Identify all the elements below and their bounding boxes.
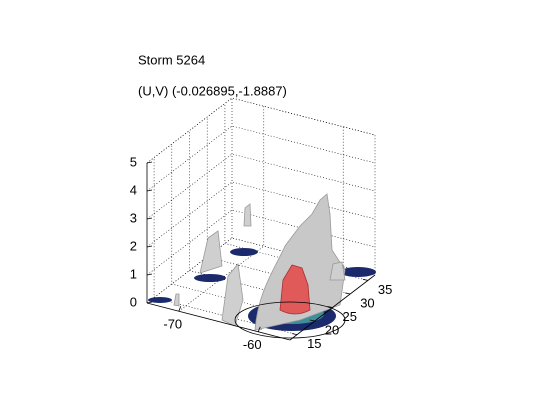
z-tick: [146, 189, 153, 192]
isosurface-gray: [199, 230, 223, 274]
x-tick-label: -70: [163, 317, 182, 332]
grid-line: [224, 103, 368, 281]
storm-ring: [234, 301, 346, 339]
grid-line: [146, 153, 376, 220]
z-tick-label: 0: [130, 294, 137, 309]
x-tick: [257, 326, 261, 332]
grid-line: [171, 144, 315, 322]
y-axis: [289, 274, 376, 341]
grid-line: [146, 181, 376, 248]
y-tick-label: 30: [360, 295, 374, 310]
chart-title: Storm 5264: [138, 52, 205, 67]
x-axis: [146, 302, 291, 341]
floor-patch: [194, 274, 226, 282]
y-tick: [345, 292, 351, 295]
chart-subtitle: (U,V) (-0.026895,-1.8887): [138, 83, 287, 98]
z-tick: [146, 217, 153, 220]
grid-line: [146, 97, 376, 164]
y-tick-label: 35: [378, 282, 392, 297]
z-tick-label: 5: [130, 154, 137, 169]
isosurfaces: [148, 193, 376, 339]
grid-line: [189, 130, 333, 308]
z-tick-label: 3: [130, 210, 137, 225]
isosurface-gray: [221, 263, 244, 327]
y-tick-label: 25: [343, 309, 357, 324]
floor-patch: [340, 267, 376, 277]
wall-edge: [146, 97, 376, 275]
isosurface-gray: [329, 261, 346, 281]
z-tick: [146, 273, 153, 276]
x-tick-label: -60: [243, 337, 262, 352]
x-tick: [178, 306, 182, 312]
grid-line: [146, 125, 376, 192]
y-tick: [327, 306, 333, 308]
isosurface-gray: [243, 203, 252, 227]
z-tick: [146, 161, 153, 164]
z-tick-label: 4: [130, 182, 137, 197]
y-tick-label: 20: [325, 322, 339, 337]
z-tick-label: 2: [130, 238, 137, 253]
floor-patch: [230, 248, 258, 256]
y-tick: [292, 333, 298, 335]
floor-patch: [148, 297, 172, 303]
isosurface-gray: [254, 193, 346, 331]
y-tick: [309, 319, 315, 322]
z-tick: [146, 245, 153, 248]
z-tick-label: 1: [130, 266, 137, 281]
isosurface-gray: [173, 293, 180, 307]
y-tick: [362, 279, 368, 281]
y-tick-label: 15: [307, 336, 321, 351]
